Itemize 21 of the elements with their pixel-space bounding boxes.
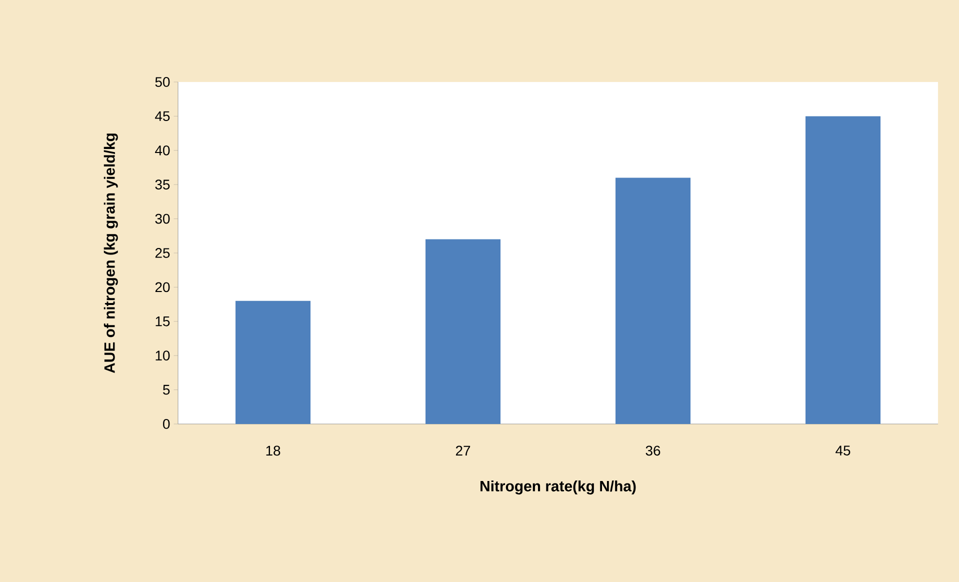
y-tick-label: 45 (155, 111, 170, 122)
x-tick-label: 27 (456, 446, 470, 456)
x-tick-label: 36 (646, 446, 660, 456)
x-tick-label: 18 (266, 446, 280, 456)
y-tick-label: 50 (155, 77, 170, 87)
x-axis-title: Nitrogen rate(kg N/ha) (480, 480, 636, 494)
y-tick-label: 5 (163, 384, 170, 395)
y-tick-label: 25 (155, 248, 170, 258)
y-tick-label: 40 (155, 145, 170, 156)
bar (426, 239, 501, 424)
y-tick-label: 30 (155, 214, 170, 224)
y-tick-label: 15 (156, 316, 170, 326)
bar (616, 178, 691, 424)
y-tick-label: 0 (163, 419, 170, 429)
bar (236, 300, 311, 424)
y-axis-title: AUE of nitrogen (kg grain yield/kg (104, 134, 118, 374)
bar (806, 116, 881, 424)
y-tick-label: 20 (155, 282, 170, 292)
x-tick-label: 45 (836, 446, 850, 456)
y-tick-label: 35 (155, 180, 170, 190)
y-tick-label: 10 (156, 350, 170, 361)
